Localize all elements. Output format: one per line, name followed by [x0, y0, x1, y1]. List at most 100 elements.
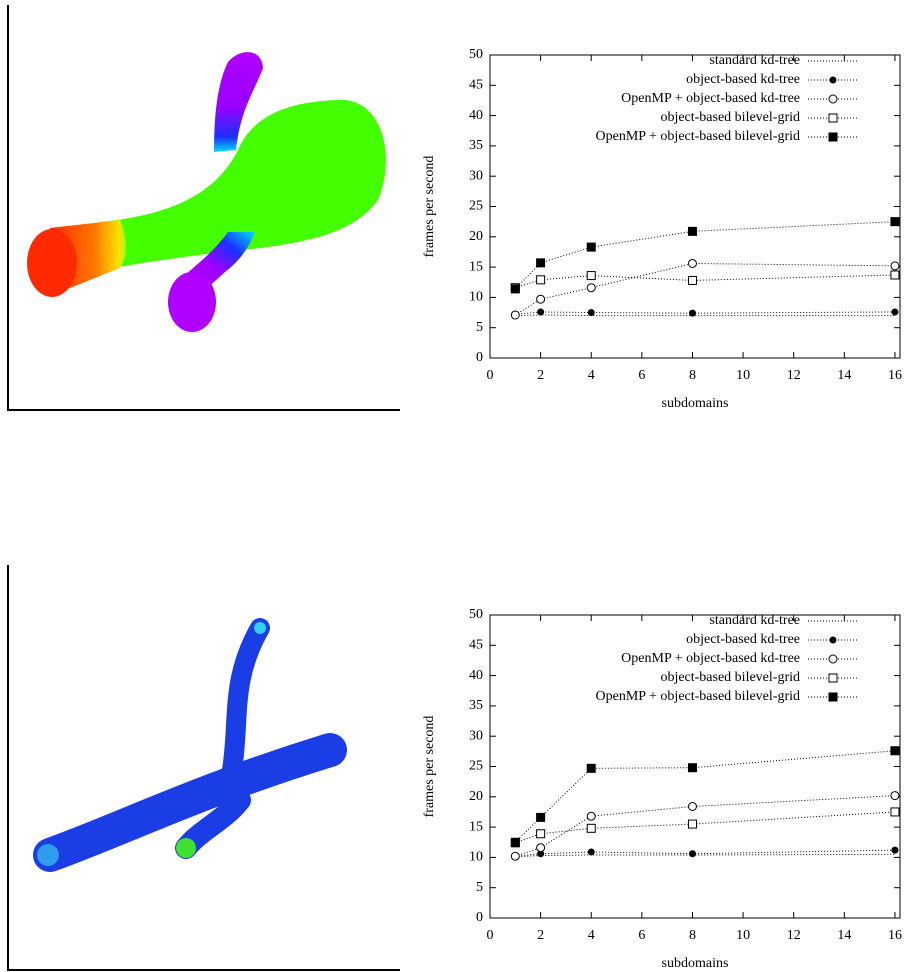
series-line	[515, 811, 895, 844]
point	[536, 275, 546, 285]
point	[586, 271, 596, 281]
x-tick-label: 2	[537, 368, 544, 383]
point	[510, 284, 520, 294]
point	[891, 846, 899, 854]
legend-label: object-based bilevel-grid	[660, 110, 800, 125]
rendering-bottom	[7, 565, 400, 971]
point	[587, 309, 595, 317]
series-line	[514, 221, 895, 290]
rendering-top	[7, 5, 400, 411]
y-tick-label: 5	[476, 880, 483, 895]
point	[687, 819, 697, 829]
point	[687, 275, 697, 285]
x-tick-label: 14	[837, 928, 851, 943]
x-tick-label: 8	[689, 928, 696, 943]
point	[536, 258, 546, 268]
legend-label: object-based bilevel-grid	[660, 670, 800, 685]
point	[586, 242, 596, 252]
y-tick-label: 30	[469, 168, 483, 183]
point	[510, 851, 520, 861]
y-tick-label: 5	[476, 320, 483, 335]
point	[890, 217, 900, 227]
legend-marker	[828, 113, 838, 123]
point	[687, 226, 697, 236]
y-tick-label: 50	[469, 47, 483, 62]
y-tick-label: 30	[469, 728, 483, 743]
x-tick-label: 4	[588, 928, 595, 943]
y-tick-label: 35	[469, 698, 483, 713]
legend-marker	[828, 132, 838, 142]
legend-label: object-based kd-tree	[686, 632, 800, 647]
point	[688, 309, 696, 317]
legend-marker	[828, 654, 838, 664]
legend-label: OpenMP + object-based bilevel-grid	[596, 689, 801, 704]
y-tick-label: 15	[469, 259, 483, 274]
y-tick-label: 45	[469, 638, 483, 653]
legend-label: object-based kd-tree	[686, 72, 800, 87]
point	[587, 848, 595, 856]
point	[586, 811, 596, 821]
point	[586, 763, 596, 773]
point	[536, 843, 546, 853]
legend-marker	[828, 94, 838, 104]
x-tick-label: 10	[736, 928, 750, 943]
point	[890, 807, 900, 817]
series-line	[515, 262, 895, 316]
legend-label: OpenMP + object-based bilevel-grid	[596, 129, 801, 144]
point	[687, 258, 697, 268]
y-tick-label: 10	[469, 290, 483, 305]
point	[537, 308, 545, 316]
y-tick-label: 25	[469, 759, 483, 774]
series-line	[515, 311, 895, 315]
x-tick-label: 12	[787, 368, 801, 383]
x-tick-label: 16	[888, 368, 902, 383]
y-tick-label: 0	[476, 910, 483, 925]
y-tick-label: 0	[476, 350, 483, 365]
y-axis-label: frames per second	[422, 156, 437, 258]
x-tick-label: 0	[487, 368, 494, 383]
y-tick-label: 40	[469, 668, 483, 683]
point	[891, 308, 899, 316]
series-line	[515, 795, 895, 857]
point	[890, 746, 900, 756]
y-tick-label: 15	[469, 819, 483, 834]
x-tick-label: 8	[689, 368, 696, 383]
x-tick-label: 16	[888, 928, 902, 943]
x-tick-label: 10	[736, 368, 750, 383]
point	[890, 261, 900, 271]
x-tick-label: 6	[638, 928, 645, 943]
x-tick-label: 12	[787, 928, 801, 943]
legend-marker	[829, 636, 837, 644]
legend-label: standard kd-tree	[709, 53, 800, 68]
y-tick-label: 20	[469, 789, 483, 804]
x-tick-label: 4	[588, 368, 595, 383]
legend-label: OpenMP + object-based kd-tree	[621, 651, 800, 666]
y-axis-label: frames per second	[422, 716, 437, 818]
point	[536, 812, 546, 822]
legend-marker	[829, 76, 837, 84]
point	[510, 837, 520, 847]
series-line	[515, 314, 895, 317]
y-tick-label: 25	[469, 199, 483, 214]
legend-label: OpenMP + object-based kd-tree	[621, 91, 800, 106]
point	[687, 801, 697, 811]
point	[537, 850, 545, 858]
y-tick-label: 40	[469, 108, 483, 123]
y-tick-label: 20	[469, 229, 483, 244]
y-tick-label: 50	[469, 607, 483, 622]
y-tick-label: 35	[469, 138, 483, 153]
point	[890, 791, 900, 801]
point	[510, 310, 520, 320]
x-tick-label: 0	[487, 928, 494, 943]
point	[688, 850, 696, 858]
x-axis-label: subdomains	[662, 956, 729, 971]
point	[586, 823, 596, 833]
series-line	[515, 853, 895, 858]
point	[536, 294, 546, 304]
y-tick-label: 10	[469, 850, 483, 865]
x-tick-label: 14	[837, 368, 851, 383]
point	[890, 270, 900, 280]
x-tick-label: 2	[537, 928, 544, 943]
legend-marker	[828, 673, 838, 683]
